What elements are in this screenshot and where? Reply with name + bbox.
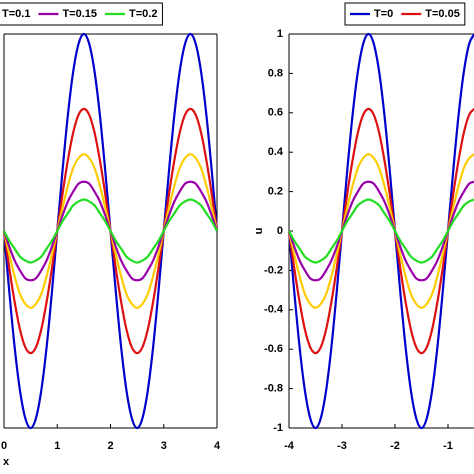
- data-line: [288, 198, 474, 264]
- legend-label: T=0.1: [2, 8, 30, 20]
- x-tick-label: 1: [54, 440, 60, 452]
- y-tick-label: 0.2: [268, 186, 283, 198]
- x-tick-label: -4: [284, 440, 295, 452]
- x-tick-label: -2: [390, 440, 400, 452]
- data-line: [287, 107, 474, 355]
- data-line: [287, 153, 474, 309]
- data-line: [287, 32, 474, 430]
- x-tick-label: 2: [107, 440, 113, 452]
- y-tick-label: 0.8: [268, 67, 283, 79]
- y-tick-label: -0.8: [264, 383, 283, 395]
- legend-box: [344, 2, 466, 26]
- x-axis-label: x: [3, 456, 10, 468]
- legend-label: T=0.15: [62, 8, 97, 20]
- x-tick-label: -3: [337, 440, 347, 452]
- y-tick-label: 0: [277, 225, 283, 237]
- y-tick-label: -0.4: [264, 304, 284, 316]
- x-tick-label: -1: [443, 440, 453, 452]
- y-axis-label: u: [253, 228, 265, 235]
- x-tick-label: 0: [1, 440, 7, 452]
- legend-label: T=0: [374, 8, 393, 20]
- data-line: [3, 198, 218, 264]
- x-tick-label: 4: [214, 440, 221, 452]
- y-tick-label: 0.6: [268, 107, 283, 119]
- y-tick-label: 1: [277, 28, 283, 40]
- y-tick-label: -0.6: [264, 343, 283, 355]
- y-tick-label: 0.4: [268, 146, 284, 158]
- legend-label: T=0.05: [425, 8, 460, 20]
- legend-box: [0, 2, 163, 26]
- legend-label: T=0.2: [129, 8, 157, 20]
- data-line: [287, 180, 474, 282]
- y-tick-label: -0.2: [264, 264, 283, 276]
- y-tick-label: -1: [273, 422, 283, 434]
- x-tick-label: 3: [161, 440, 167, 452]
